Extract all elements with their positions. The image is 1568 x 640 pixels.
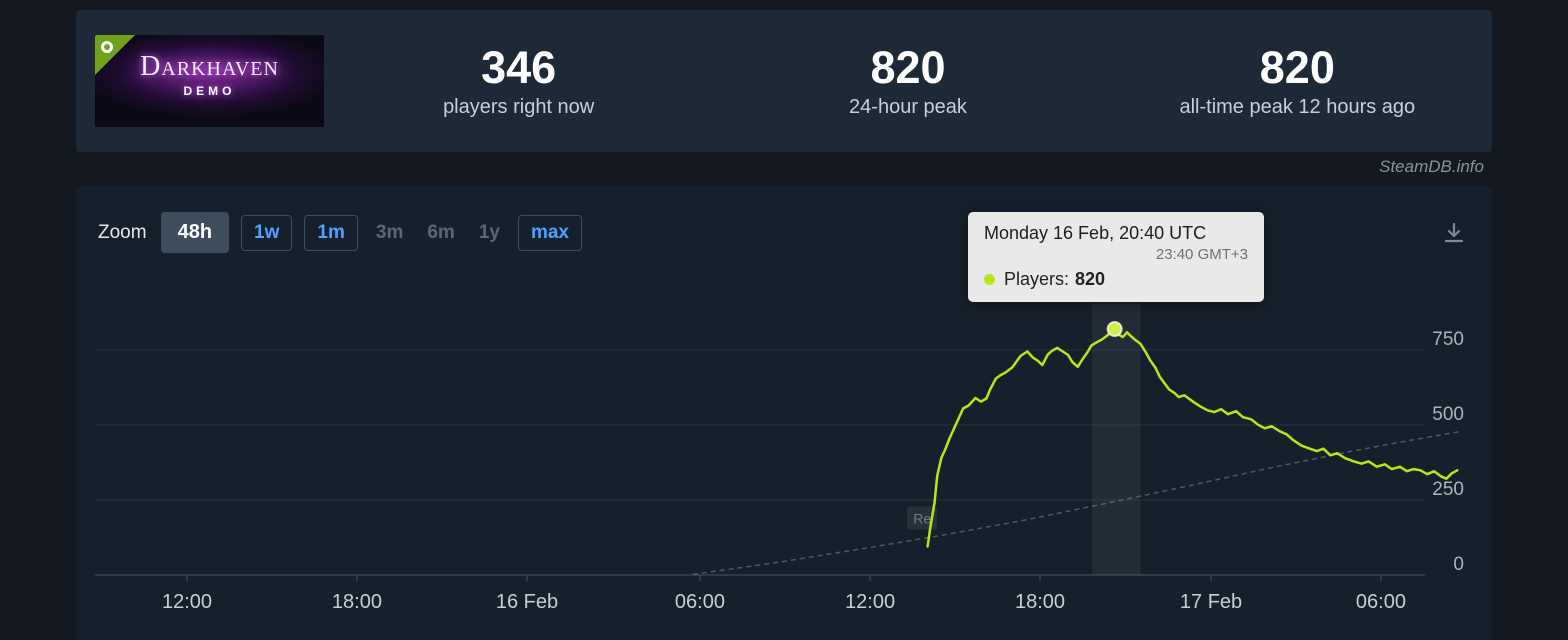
zoom-1y-button: 1y [473, 216, 506, 250]
download-icon[interactable] [1440, 219, 1468, 247]
stats-row: 346 players right now 820 24-hour peak 8… [324, 43, 1492, 120]
stat-value: 820 [1259, 41, 1335, 93]
game-banner[interactable]: Darkhaven Demo [95, 35, 324, 127]
tooltip-players-row: Players: 820 [984, 269, 1248, 290]
x-axis-label: 06:00 [675, 591, 725, 613]
stat-24h-peak: 820 24-hour peak [713, 43, 1102, 120]
stat-players-now: 346 players right now [324, 43, 713, 120]
chart-toolbar: Zoom 48h 1w 1m 3m 6m 1y max [76, 186, 1492, 253]
y-axis-label: 250 [1432, 479, 1464, 500]
zoom-48h-button[interactable]: 48h [160, 212, 230, 253]
x-axis-label: 12:00 [845, 591, 895, 613]
game-title: Darkhaven [140, 51, 279, 82]
steamdb-badge-icon [101, 41, 113, 53]
release-flag-label: Re [913, 511, 931, 527]
trend-dashed-line [692, 430, 1461, 576]
zoom-label: Zoom [98, 221, 147, 243]
x-axis-label: 17 Feb [1180, 591, 1242, 613]
hover-band [1092, 303, 1141, 575]
header-stats-card: Darkhaven Demo 346 players right now 820… [76, 10, 1492, 152]
zoom-1m-button[interactable]: 1m [304, 214, 358, 251]
stat-label: players right now [443, 96, 595, 119]
y-axis-label: 750 [1432, 329, 1464, 350]
tooltip-datetime: Monday 16 Feb, 20:40 UTC [984, 223, 1207, 243]
player-count-chart[interactable]: 750 500 250 0 12:00 18:00 16 Feb 06:00 12:00 18:0… [76, 186, 1492, 640]
stat-value: 820 [870, 41, 946, 93]
zoom-6m-button: 6m [421, 216, 460, 250]
stat-alltime-peak: 820 all-time peak 12 hours ago [1103, 43, 1492, 120]
zoom-3m-button: 3m [370, 216, 409, 250]
x-axis-label: 18:00 [1015, 591, 1065, 613]
stat-label: 24-hour peak [849, 96, 967, 119]
steamdb-page: Darkhaven Demo 346 players right now 820… [0, 10, 1568, 640]
x-axis-label: 16 Feb [496, 591, 558, 613]
tooltip-series-label: Players: [1004, 269, 1070, 289]
tooltip-series-value: 820 [1075, 269, 1106, 289]
chart-tooltip: Monday 16 Feb, 20:40 UTC 23:40 GMT+3 Pla… [968, 212, 1264, 302]
zoom-max-button[interactable]: max [517, 214, 582, 251]
y-axis-label: 500 [1432, 404, 1464, 425]
x-axis-label: 06:00 [1356, 591, 1406, 613]
stat-label: all-time peak 12 hours ago [1179, 96, 1416, 119]
x-axis-label: 18:00 [332, 591, 382, 613]
peak-marker [1106, 321, 1123, 337]
tooltip-local-time: 23:40 GMT+3 [1155, 246, 1248, 263]
stat-value: 346 [481, 41, 557, 93]
y-axis-label: 0 [1453, 554, 1464, 575]
zoom-1w-button[interactable]: 1w [241, 214, 293, 251]
steamdb-watermark[interactable]: SteamDB.info [1379, 157, 1484, 176]
player-chart-panel: 750 500 250 0 12:00 18:00 16 Feb 06:00 12:00 18:0… [76, 186, 1492, 640]
players-line [926, 327, 1459, 548]
x-axis-label: 12:00 [162, 591, 212, 613]
game-subtitle: Demo [183, 84, 236, 98]
tooltip-series-dot [984, 274, 995, 285]
demo-corner-badge [95, 35, 135, 75]
